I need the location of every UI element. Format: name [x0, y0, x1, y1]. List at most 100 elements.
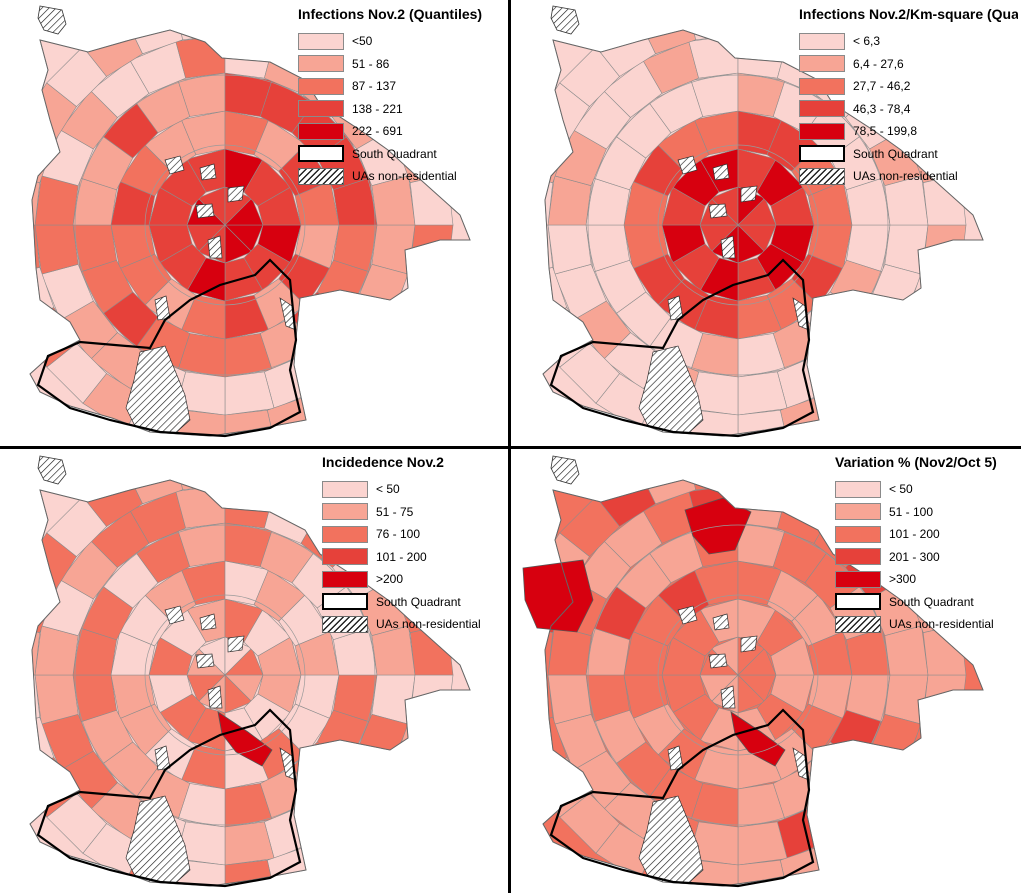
- legend-row-south-quadrant: South Quadrant: [322, 591, 505, 614]
- non-residential-area: [708, 653, 728, 669]
- hatch-swatch: [835, 615, 881, 633]
- legend-row-non-residential: UAs non-residential: [799, 165, 989, 188]
- zone: [30, 623, 41, 676]
- non-residential-area: [677, 155, 698, 175]
- legend-row-class-1: < 6,3: [799, 30, 989, 53]
- non-residential-area: [164, 605, 185, 625]
- legend-label: 51 - 75: [376, 504, 414, 519]
- legend-swatch: [835, 480, 881, 498]
- legend-title: Incidedence Nov.2: [322, 454, 444, 470]
- hatch-swatch: [322, 615, 368, 633]
- zone: [737, 197, 777, 226]
- zone: [543, 224, 554, 277]
- legend-swatch: [799, 122, 845, 140]
- zone: [300, 332, 360, 390]
- hatch-swatch: [799, 167, 845, 185]
- legend-row-class-5: >300: [835, 568, 1018, 591]
- non-residential-area: [199, 163, 217, 181]
- legend-row-class-1: < 50: [322, 478, 505, 501]
- non-residential-area: [154, 295, 171, 321]
- horizontal-divider: [0, 446, 1021, 449]
- enclave-non-residential: [550, 5, 580, 35]
- legend-label: 101 - 200: [889, 527, 940, 542]
- legend-row-class-5: 78,5 - 199,8: [799, 120, 989, 143]
- legend-label: UAs non-residential: [889, 617, 994, 632]
- legend-row-south-quadrant: South Quadrant: [835, 591, 1018, 614]
- legend-density: Infections Nov.2/Km-square (Quantiles) <…: [799, 6, 1018, 188]
- legend-swatch: [322, 548, 368, 566]
- zone: [291, 291, 349, 349]
- legend-swatch: [799, 32, 845, 50]
- hatch-swatch: [298, 167, 344, 185]
- zone: [543, 623, 554, 676]
- zone: [266, 480, 325, 505]
- legend-swatch: [835, 525, 881, 543]
- zone: [224, 647, 264, 676]
- legend-swatch: [835, 548, 881, 566]
- legend-row-class-5: 222 - 691: [298, 120, 488, 143]
- legend-row-class-5: >200: [322, 568, 505, 591]
- enclave-non-residential: [37, 455, 67, 485]
- zone: [813, 782, 873, 840]
- legend-incidence: Incidedence Nov.2 < 50 51 - 75 76 - 100 …: [322, 454, 505, 636]
- legend-row-class-4: 138 - 221: [298, 98, 488, 121]
- zone: [856, 343, 917, 404]
- zone: [373, 757, 431, 818]
- zone: [30, 224, 41, 277]
- legend-label: South Quadrant: [352, 146, 437, 161]
- legend-swatch: [799, 77, 845, 95]
- legend-row-non-residential: UAs non-residential: [835, 613, 1018, 636]
- zone: [224, 197, 264, 226]
- legend-row-south-quadrant: South Quadrant: [298, 143, 488, 166]
- non-residential-area: [740, 185, 758, 203]
- legend-label: <50: [352, 34, 373, 49]
- legend-swatch: [298, 77, 344, 95]
- non-residential-area: [199, 613, 217, 631]
- legend-swatch: [322, 480, 368, 498]
- legend-label: 201 - 300: [889, 549, 940, 564]
- non-residential-area: [712, 613, 730, 631]
- zone: [543, 173, 554, 226]
- legend-swatch: [799, 100, 845, 118]
- zone: [332, 750, 390, 810]
- zone: [30, 173, 41, 226]
- legend-label: South Quadrant: [853, 146, 938, 161]
- legend-swatch: [835, 503, 881, 521]
- panel-variation: Variation % (Nov2/Oct 5) < 50 51 - 100 1…: [513, 450, 1018, 893]
- legend-label: 6,4 - 27,6: [853, 56, 904, 71]
- legend-row-class-4: 101 - 200: [322, 546, 505, 569]
- zone: [886, 757, 944, 818]
- zone: [820, 823, 881, 881]
- non-residential-area: [720, 685, 736, 709]
- non-residential-area: [164, 155, 185, 175]
- legend-label: South Quadrant: [376, 594, 461, 609]
- zone: [737, 647, 777, 676]
- legend-variation: Variation % (Nov2/Oct 5) < 50 51 - 100 1…: [835, 454, 1018, 636]
- zone: [922, 224, 967, 277]
- legend-row-class-3: 87 - 137: [298, 75, 488, 98]
- non-residential-area: [720, 235, 736, 259]
- legend-swatch: [322, 570, 368, 588]
- legend-label: UAs non-residential: [376, 617, 481, 632]
- zone: [737, 30, 790, 41]
- legend-row-non-residential: UAs non-residential: [322, 613, 505, 636]
- zone: [373, 307, 431, 368]
- legend-row-class-3: 27,7 - 46,2: [799, 75, 989, 98]
- south-quadrant-border: [36, 258, 302, 438]
- non-residential-area: [195, 653, 215, 669]
- zone: [813, 332, 873, 390]
- non-residential-area: [195, 203, 215, 219]
- non-residential-area: [677, 605, 698, 625]
- legend-infections: Infections Nov.2 (Quantiles) <50 51 - 86…: [298, 6, 488, 188]
- legend-title: Infections Nov.2 (Quantiles): [298, 6, 483, 22]
- legend-row-class-3: 76 - 100: [322, 523, 505, 546]
- ring-road: [144, 594, 306, 756]
- ring-road: [657, 144, 819, 306]
- panel-density: Infections Nov.2/Km-square (Quantiles) <…: [513, 0, 1018, 443]
- zone: [30, 674, 41, 727]
- legend-swatch: [322, 503, 368, 521]
- non-residential-area: [125, 345, 191, 436]
- legend-label: 76 - 100: [376, 527, 421, 542]
- legend-label: 138 - 221: [352, 101, 403, 116]
